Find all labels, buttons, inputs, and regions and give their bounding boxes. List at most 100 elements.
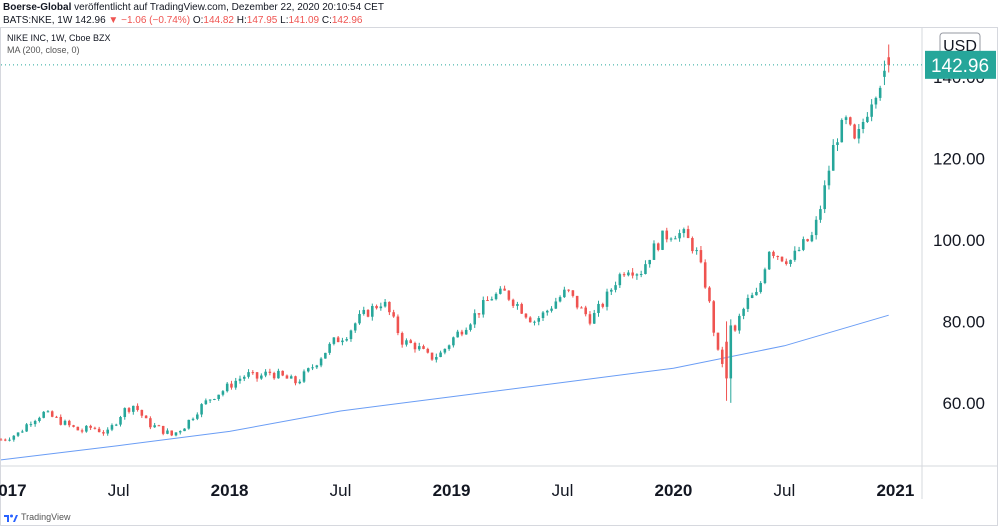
candle-body — [541, 312, 545, 319]
candle-body — [695, 250, 698, 252]
candle-body — [644, 264, 647, 275]
candle-body — [50, 411, 54, 417]
candle-body — [674, 238, 677, 240]
candle-body — [887, 57, 890, 65]
tradingview-footer[interactable]: TradingView — [4, 512, 71, 522]
symbol-line: BATS:NKE, 1W 142.96 — [3, 15, 106, 26]
candle-body — [759, 283, 762, 292]
candle-body — [456, 331, 459, 338]
candle-body — [144, 415, 148, 419]
indicator-label: MA (200, close, 0) — [7, 45, 80, 55]
candle-body — [102, 432, 105, 434]
candle-body — [225, 383, 229, 392]
candle-body — [810, 235, 814, 242]
candle-body — [840, 119, 844, 143]
candle-body — [93, 427, 97, 429]
candle-body — [255, 372, 259, 379]
candle-body — [178, 431, 182, 433]
currency-label: USD — [943, 38, 977, 55]
candle-body — [712, 301, 716, 333]
candle-body — [0, 439, 3, 441]
candle-body — [627, 272, 630, 276]
candle-body — [469, 324, 472, 330]
candle-body — [823, 185, 826, 210]
candle-body — [776, 256, 780, 258]
candle-body — [392, 312, 395, 317]
candle-body — [345, 339, 348, 341]
y-tick-label: 120.00 — [933, 149, 985, 168]
candle-body — [174, 432, 178, 436]
candle-body — [238, 378, 242, 381]
candle-body — [746, 297, 750, 309]
close-value: 142.96 — [331, 15, 363, 26]
candle-body — [260, 375, 263, 379]
candle-body — [110, 425, 114, 430]
x-tick-label: 2018 — [211, 481, 249, 500]
candle-body — [400, 333, 404, 345]
candle-body — [55, 416, 58, 418]
candle-body — [63, 420, 67, 425]
candle-body — [567, 289, 570, 291]
candle-body — [831, 145, 835, 171]
candle-body — [25, 424, 28, 432]
candle-body — [349, 330, 353, 340]
candle-body — [878, 87, 882, 98]
candle-body — [422, 346, 425, 349]
candle-body — [277, 370, 280, 379]
candle-body — [59, 416, 63, 425]
candle-body — [230, 383, 233, 388]
last-price-tag — [925, 50, 996, 79]
candle-body — [793, 250, 797, 260]
candle-body — [289, 376, 293, 379]
candle-body — [157, 425, 161, 427]
x-tick-label: Jul — [108, 481, 130, 500]
candle-body — [575, 295, 579, 308]
candle-body — [16, 432, 20, 436]
candle-body — [588, 314, 592, 324]
candle-body — [307, 368, 310, 372]
x-tick-label: Jul — [774, 481, 796, 500]
candle-body — [379, 306, 383, 309]
candle-body — [738, 315, 741, 331]
candle-body — [691, 238, 694, 252]
candle-body — [481, 300, 485, 315]
candle-body — [827, 170, 831, 186]
candle-body — [610, 289, 613, 292]
candle-body — [883, 70, 886, 77]
candle-body — [38, 417, 41, 421]
x-tick-label: 2017 — [0, 481, 27, 500]
published-text: veröffentlicht auf TradingView.com, Deze… — [71, 2, 384, 13]
candle-body — [648, 259, 651, 265]
x-tick-label: Jul — [330, 481, 352, 500]
candle-body — [405, 340, 408, 345]
candle-body — [750, 295, 754, 298]
candle-body — [733, 325, 737, 331]
candle-body — [874, 97, 878, 105]
candle-body — [725, 341, 728, 379]
candle-body — [614, 285, 617, 290]
candle-body — [656, 243, 660, 250]
candle-body — [285, 375, 289, 379]
candle-body — [362, 309, 366, 314]
candle-body — [490, 299, 494, 301]
candle-body — [21, 431, 24, 433]
candle-body — [247, 372, 250, 377]
y-tick-label: 60.00 — [942, 394, 985, 413]
candle-body — [772, 251, 775, 257]
candle-body — [797, 249, 801, 251]
candle-body — [443, 348, 447, 353]
candle-body — [3, 439, 7, 441]
candle-body — [439, 352, 442, 358]
candle-body — [464, 329, 468, 335]
candle-body — [161, 425, 165, 434]
candle-body — [477, 313, 481, 315]
candle-body — [242, 376, 246, 379]
candle-body — [802, 239, 805, 250]
candle-body — [371, 305, 374, 317]
candle-body — [76, 426, 80, 431]
candle-body — [33, 420, 37, 425]
publication-info: Boerse-Global veröffentlicht auf Trading… — [3, 1, 384, 14]
candle-body — [311, 367, 314, 369]
candle-body — [200, 404, 203, 415]
